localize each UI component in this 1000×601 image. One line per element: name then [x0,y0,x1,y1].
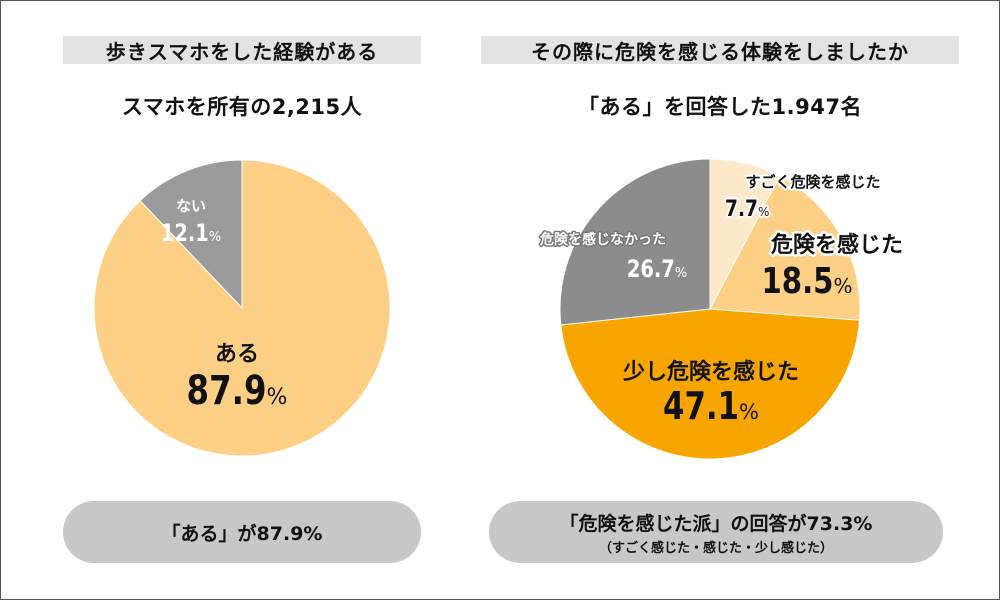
right-value-kanjita: 18.5% [761,261,852,302]
left-value-aru: 87.9% [187,368,288,414]
right-chart-header: その際に危険を感じる体験をしましたか [481,36,959,64]
right-summary-text: 「危険を感じた派」の回答が73.3% [559,512,873,535]
left-value-nai: 12.1% [161,219,221,247]
right-value-sugoku: 7.7% [725,197,769,222]
right-summary-note: （すごく感じた・感じた・少し感じた） [598,540,833,556]
right-summary-pill: 「危険を感じた派」の回答が73.3% （すごく感じた・感じた・少し感じた） [489,501,943,563]
left-chart-subtitle: スマホを所有の2,215人 [121,95,363,119]
right-chart-subtitle: 「ある」を回答した1.947名 [578,95,862,119]
left-label-aru: ある [215,342,259,367]
left-chart-header: 歩きスマホをした経験がある [63,36,421,64]
right-label-kanjita: 危険を感じた [771,232,903,258]
right-label-sukoshi: 少し危険を感じた [622,359,799,385]
right-value-nakatta: 26.7% [627,255,687,283]
right-slice-1 [709,175,861,321]
right-slice-3 [559,158,711,326]
left-summary-text: 「ある」が87.9% [161,522,323,545]
left-label-nai: ない [176,197,206,215]
left-summary-pill: 「ある」が87.9% [63,501,421,563]
right-slice-2 [560,308,861,460]
right-value-sukoshi: 47.1% [663,384,759,428]
left-slice-0 [139,159,243,310]
left-slice-1 [93,159,391,457]
right-label-nakatta: 危険を感じなかった [539,231,666,248]
right-label-sugoku: すごく危険を感じた [745,173,880,191]
